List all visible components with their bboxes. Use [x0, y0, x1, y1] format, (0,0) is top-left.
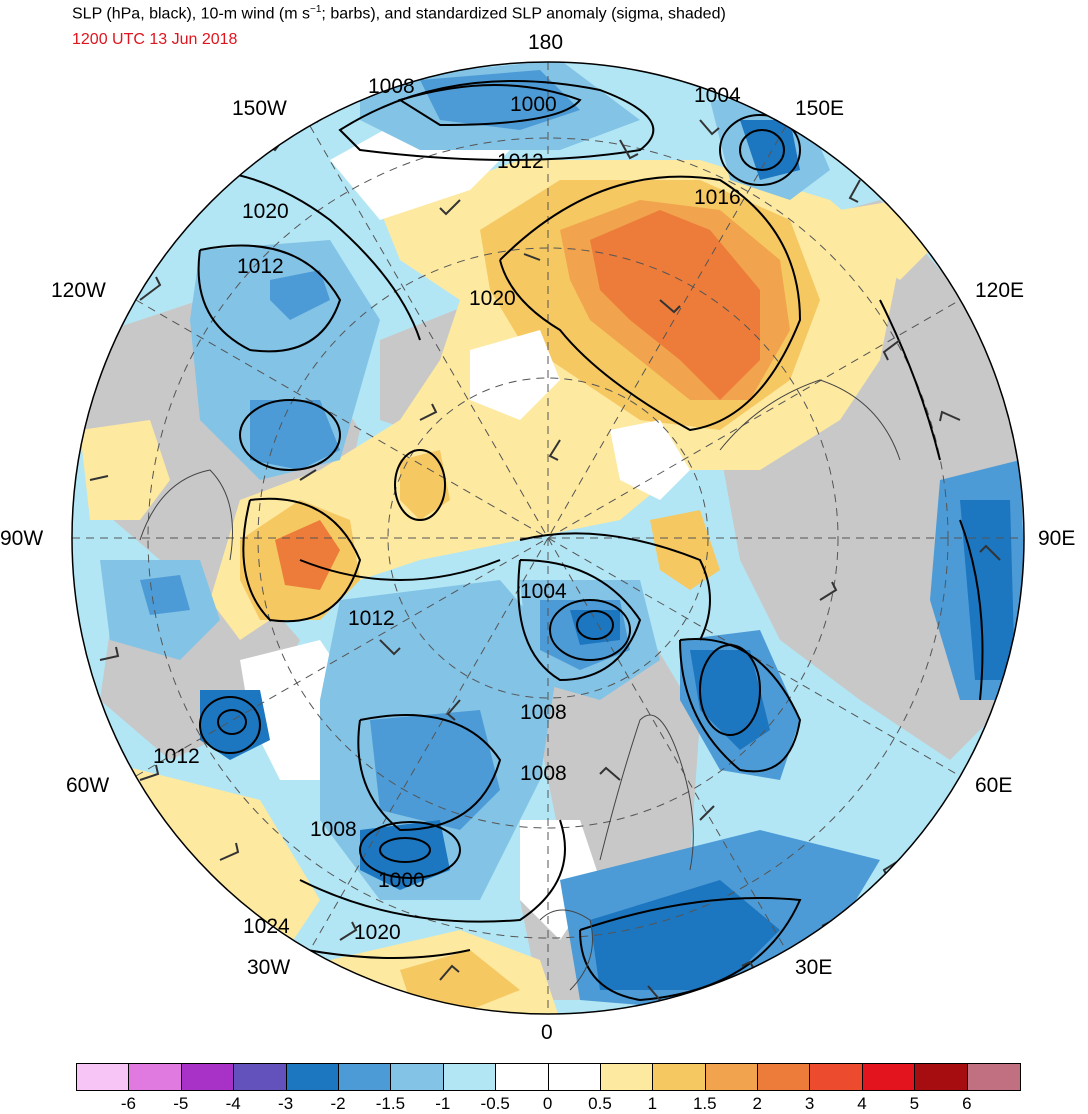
isobar-label: 1004: [694, 84, 741, 107]
lon-label-150e: 150E: [795, 97, 845, 120]
colorbar-swatch: [181, 1064, 235, 1090]
colorbar-swatch: [234, 1064, 287, 1090]
colorbar-swatch: [391, 1064, 444, 1090]
colorbar-swatch: [496, 1064, 549, 1090]
isobar-label: 1008: [520, 701, 567, 724]
isobar-label: 1012: [497, 150, 544, 173]
colorbar-swatch: [286, 1064, 339, 1090]
isobar-label: 1008: [520, 762, 567, 785]
colorbar-tick-label: -6: [120, 1094, 136, 1113]
colorbar-swatch: [600, 1064, 654, 1090]
colorbar-tick-label: 0.5: [588, 1094, 612, 1113]
negative-anomalies: [100, 62, 1024, 1010]
colorbar-swatch: [653, 1064, 706, 1090]
lon-label-150w: 150W: [232, 97, 287, 120]
colorbar-tick-label: 3: [804, 1094, 815, 1113]
colorbar-tick-label: 2: [752, 1094, 762, 1113]
colorbar-tick-label: -4: [225, 1094, 241, 1113]
isobar-label: 1012: [237, 255, 284, 278]
graticule: [72, 62, 1024, 1014]
lon-label-30w: 30W: [247, 956, 291, 979]
colorbar-tick-label: -0.5: [480, 1094, 510, 1113]
colorbar-swatch: [967, 1064, 1021, 1090]
isobar-label: 1020: [469, 287, 516, 310]
colorbar-swatch: [129, 1064, 182, 1090]
colorbar-swatch: [862, 1064, 916, 1090]
isobar-label: 1008: [368, 75, 415, 98]
colorbar-tick-label: -1.5: [375, 1094, 406, 1113]
colorbar-swatch: [443, 1064, 497, 1090]
lon-label-120e: 120E: [975, 279, 1025, 302]
colorbar-swatch: [810, 1064, 863, 1090]
colorbar-tick-label: -3: [278, 1094, 294, 1113]
isobar-label: 1008: [310, 818, 357, 841]
isobar-label: 1016: [694, 186, 741, 209]
isobar-label: 1012: [153, 745, 200, 768]
polar-map: [71, 61, 1025, 1015]
isobar-label: 1020: [354, 921, 401, 944]
colorbar-swatch: [548, 1064, 601, 1090]
colorbar-swatch: [338, 1064, 392, 1090]
colorbar-tick-label: 1.5: [692, 1094, 717, 1113]
colorbar-tick-label: -2: [330, 1094, 346, 1113]
lon-label-90w: 90W: [0, 527, 44, 550]
coastlines: [139, 379, 901, 991]
lon-label-60e: 60E: [975, 774, 1013, 797]
lon-label-0: 0: [541, 1021, 553, 1044]
colorbar-labels: -6 -5 -4 -3 -2 -1.5 -1 -0.5 0 0.5 1 1.5 2 3 4 5 6: [0, 1094, 1088, 1114]
colorbar-tick-label: -1: [435, 1094, 451, 1113]
valid-time: 1200 UTC 13 Jun 2018: [72, 31, 238, 48]
isobar-label: 1000: [510, 93, 557, 116]
lon-label-60w: 60W: [66, 774, 110, 797]
colorbar-tick-label: 5: [909, 1094, 920, 1113]
colorbar-tick-label: -5: [173, 1094, 189, 1113]
colorbar-tick-label: 0: [542, 1094, 553, 1113]
map-border: [71, 61, 1025, 1015]
lon-label-180: 180: [528, 31, 564, 54]
lon-label-120w: 120W: [51, 279, 106, 302]
colorbar-swatch: [915, 1064, 968, 1090]
isobar-label: 1000: [378, 869, 425, 892]
colorbar-swatch: [77, 1064, 130, 1090]
chart-title: SLP (hPa, black), 10-m wind (m s−1; barb…: [72, 4, 726, 23]
colorbar-tick-label: 1: [647, 1094, 658, 1113]
isobar-label: 1020: [242, 200, 289, 223]
isobar-label: 1024: [243, 915, 290, 938]
colorbar-tick-label: 4: [857, 1094, 867, 1113]
colorbar-tick-label: 6: [962, 1094, 972, 1113]
lon-label-30e: 30E: [795, 956, 833, 979]
anomaly-colorbar: [76, 1063, 1022, 1091]
isobar-label: 1012: [348, 607, 395, 630]
lon-label-90e: 90E: [1038, 527, 1076, 550]
positive-anomalies: [80, 160, 930, 1014]
colorbar-swatch: [758, 1064, 811, 1090]
colorbar-swatch: [705, 1064, 759, 1090]
isobar-label: 1004: [520, 580, 567, 603]
